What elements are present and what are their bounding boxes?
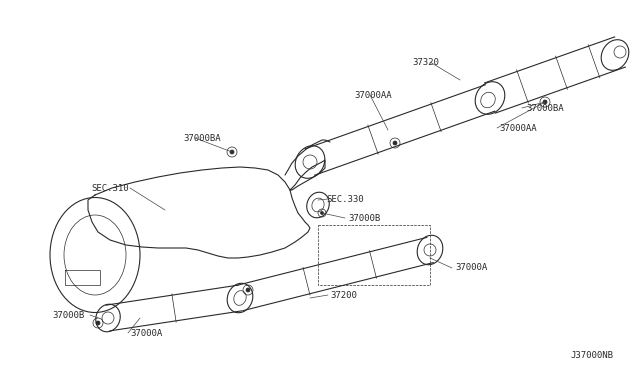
Circle shape bbox=[321, 212, 323, 215]
Text: 37200: 37200 bbox=[330, 291, 357, 299]
Text: 37000BA: 37000BA bbox=[183, 134, 221, 142]
Text: 37320: 37320 bbox=[412, 58, 439, 67]
Text: 37000B: 37000B bbox=[52, 311, 84, 320]
Text: 37000A: 37000A bbox=[455, 263, 487, 273]
Text: 37000B: 37000B bbox=[348, 214, 380, 222]
Circle shape bbox=[543, 100, 547, 104]
Text: SEC.330: SEC.330 bbox=[326, 195, 364, 203]
Text: 37000BA: 37000BA bbox=[526, 103, 564, 112]
Circle shape bbox=[230, 150, 234, 154]
Text: 37000AA: 37000AA bbox=[354, 90, 392, 99]
Text: 37000A: 37000A bbox=[130, 328, 163, 337]
Circle shape bbox=[246, 288, 250, 292]
Text: 37000AA: 37000AA bbox=[499, 124, 536, 132]
Text: SEC.310: SEC.310 bbox=[91, 183, 129, 192]
Circle shape bbox=[96, 321, 100, 325]
Circle shape bbox=[393, 141, 397, 145]
Text: J37000NB: J37000NB bbox=[570, 350, 613, 359]
